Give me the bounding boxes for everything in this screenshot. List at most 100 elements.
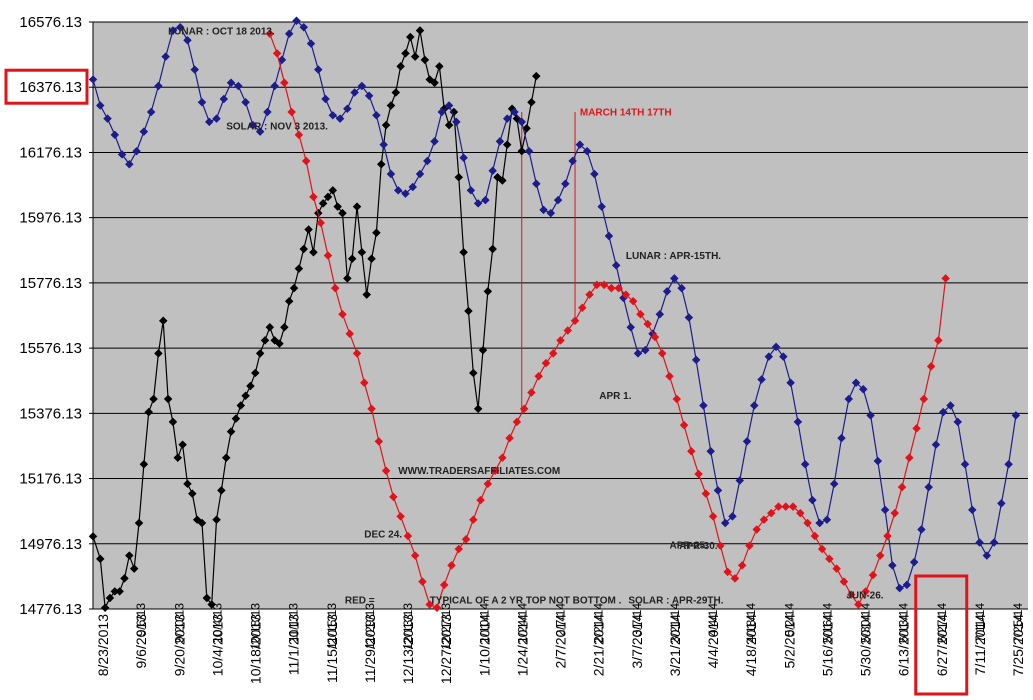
x-inner-tick-label: 12/27/13 <box>439 603 453 650</box>
data-point <box>420 55 430 65</box>
data-point <box>888 561 897 570</box>
annotation: APR 1. <box>599 391 631 402</box>
data-point <box>975 538 984 547</box>
x-inner-tick-label: 5/16/14 <box>820 603 834 643</box>
data-point <box>793 417 803 427</box>
data-point <box>861 587 870 596</box>
data-point <box>626 323 635 332</box>
data-point <box>318 199 328 208</box>
y-tick-label: 15776.13 <box>19 275 82 292</box>
y-tick-highlight-box <box>4 68 89 105</box>
data-point <box>924 482 933 492</box>
data-point <box>844 394 853 404</box>
data-point <box>815 518 824 528</box>
data-point <box>335 114 345 123</box>
data-point <box>909 557 919 567</box>
x-tick-label: 12/13/2013 <box>400 614 416 684</box>
x-tick-label: 4/4/2014 <box>705 614 721 669</box>
data-point <box>357 81 367 91</box>
data-point <box>502 140 512 149</box>
data-point <box>284 296 294 306</box>
data-point <box>117 150 127 159</box>
data-point <box>592 280 602 290</box>
data-point <box>464 306 473 316</box>
data-point <box>839 577 849 586</box>
x-tick-label: 11/1/2013 <box>286 614 302 675</box>
data-point <box>205 117 214 127</box>
data-point <box>982 551 992 560</box>
x-tick-label: 6/27/2014 <box>934 614 950 676</box>
data-point <box>498 453 507 462</box>
x-tick-label: 2/21/2014 <box>591 614 607 676</box>
data-point <box>854 600 863 609</box>
data-point <box>425 600 434 609</box>
data-point <box>490 466 500 476</box>
data-point <box>621 290 631 299</box>
data-point <box>866 411 875 420</box>
x-axis-inner-ticks: 9/6/13 9/20/13 10/4/13 10/18/13 11/1/13 11/15… <box>134 603 1025 650</box>
annotation: APR-30. <box>679 541 718 552</box>
data-point <box>708 512 718 521</box>
data-point <box>938 407 948 417</box>
data-point <box>309 192 318 202</box>
data-point <box>408 182 417 192</box>
data-point <box>946 401 955 410</box>
data-point <box>890 508 900 518</box>
x-axis-ticks: 8/23/2013 9/6/2013 9/20/2013 10/4/2013 10/18… <box>95 614 1026 684</box>
data-point <box>953 417 962 427</box>
annotations-layer: LUNAR : OCT 18 2013. SOLAR : NOV 3 2013. M… <box>168 26 884 606</box>
data-point <box>473 199 483 208</box>
data-point <box>701 489 711 498</box>
data-point <box>406 32 415 42</box>
data-point <box>226 78 236 87</box>
data-point <box>401 189 410 198</box>
x-tick-label: 5/16/2014 <box>819 614 835 676</box>
data-point <box>345 329 355 339</box>
x-inner-tick-label: 1/10/14 <box>477 603 491 643</box>
x-inner-tick-label: 6/27/14 <box>935 603 949 643</box>
data-point <box>430 78 439 87</box>
data-point <box>294 264 304 273</box>
data-point <box>636 309 645 319</box>
data-point <box>226 427 236 436</box>
data-point <box>495 137 505 146</box>
data-point <box>657 349 667 358</box>
data-point <box>665 371 674 381</box>
data-point <box>757 375 766 384</box>
data-point <box>643 319 652 329</box>
data-point <box>837 433 846 443</box>
data-point <box>381 120 391 130</box>
data-point <box>483 287 493 296</box>
data-point <box>439 580 449 590</box>
data-point <box>96 101 105 110</box>
data-point <box>432 603 442 612</box>
data-point <box>968 505 977 515</box>
x-inner-tick-label: 12/13/13 <box>401 603 415 650</box>
data-point <box>737 561 747 570</box>
x-tick-label: 9/20/2013 <box>171 614 187 676</box>
data-point <box>328 186 338 195</box>
data-point <box>197 98 207 107</box>
data-point <box>902 580 912 590</box>
data-point <box>403 531 413 541</box>
y-tick-label: 16176.13 <box>19 144 82 161</box>
data-point <box>728 512 737 521</box>
y-tick-label: 15376.13 <box>19 405 82 422</box>
x-inner-tick-label: 5/2/14 <box>782 603 796 637</box>
data-point <box>519 404 529 414</box>
data-point <box>190 65 199 74</box>
data-point <box>255 127 265 136</box>
data-point <box>163 394 173 404</box>
y-tick-label: 15576.13 <box>19 340 82 357</box>
data-point <box>88 75 98 84</box>
annotation: RED = <box>345 595 375 606</box>
annotation: WWW.TRADERSAFFILIATES.COM <box>398 466 560 477</box>
data-point <box>672 394 682 404</box>
data-point <box>895 583 904 593</box>
data-point <box>742 437 752 446</box>
data-point <box>750 401 759 410</box>
data-point <box>723 567 732 577</box>
data-point <box>401 49 410 58</box>
data-point <box>859 385 868 394</box>
